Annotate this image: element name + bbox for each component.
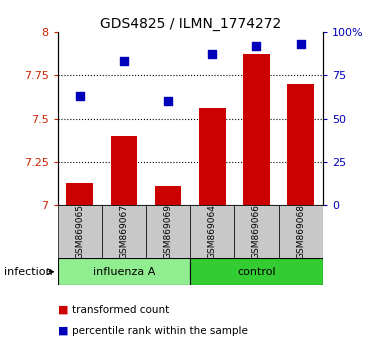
Bar: [234, 205, 279, 258]
Bar: [58, 258, 190, 285]
Point: [209, 52, 215, 57]
Bar: [288, 84, 314, 205]
Text: GSM869064: GSM869064: [208, 204, 217, 259]
Bar: [279, 205, 323, 258]
Bar: [58, 205, 102, 258]
Text: ■: ■: [58, 326, 68, 336]
Point: [77, 93, 83, 99]
Point: [253, 43, 259, 48]
Text: GSM869066: GSM869066: [252, 204, 261, 259]
Bar: [66, 183, 93, 205]
Text: infection: infection: [4, 267, 52, 277]
Point: [165, 98, 171, 104]
Bar: [111, 136, 137, 205]
Text: control: control: [237, 267, 276, 277]
Text: influenza A: influenza A: [93, 267, 155, 277]
Text: GSM869067: GSM869067: [119, 204, 128, 259]
Text: transformed count: transformed count: [72, 305, 170, 315]
Bar: [199, 108, 226, 205]
Bar: [155, 186, 181, 205]
Point: [121, 58, 127, 64]
Text: ■: ■: [58, 305, 68, 315]
Text: GSM869065: GSM869065: [75, 204, 84, 259]
Bar: [190, 205, 234, 258]
Text: GSM869069: GSM869069: [164, 204, 173, 259]
Text: GSM869068: GSM869068: [296, 204, 305, 259]
Bar: [146, 205, 190, 258]
Bar: [102, 205, 146, 258]
Bar: [190, 258, 323, 285]
Title: GDS4825 / ILMN_1774272: GDS4825 / ILMN_1774272: [99, 17, 281, 31]
Bar: [243, 55, 270, 205]
Point: [298, 41, 303, 47]
Text: percentile rank within the sample: percentile rank within the sample: [72, 326, 248, 336]
